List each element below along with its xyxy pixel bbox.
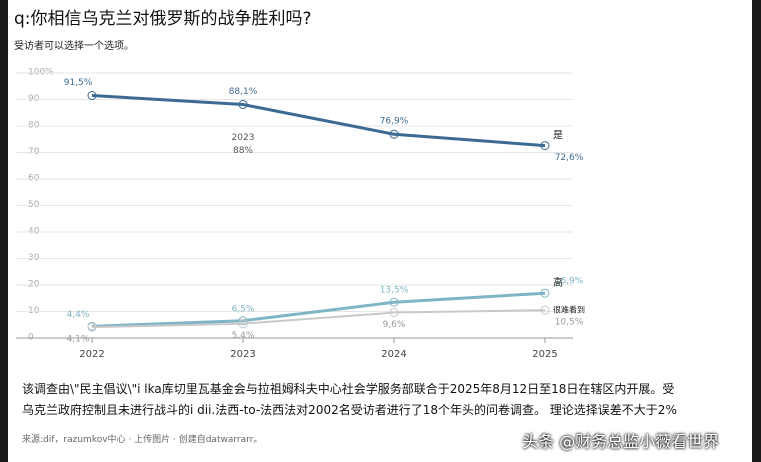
value-label: 16,9% (555, 277, 584, 287)
series-name: 是 (553, 130, 563, 142)
value-label: 13,5% (380, 286, 409, 296)
source: 来源:dif，razumkov中心 · 上传图片 · 创建自datwarrarr… (22, 435, 263, 445)
chart: q:你相信乌克兰对俄罗斯的战争胜利吗? 受访者可以选择一个选项。 0102030… (14, 9, 585, 360)
x-tick-label: 2025 (532, 349, 557, 360)
chart-subtitle: 受访者可以选择一个选项。 (14, 39, 134, 52)
value-label: 76,9% (380, 117, 409, 127)
point (238, 316, 248, 326)
x-tick-label: 2024 (381, 349, 406, 360)
series-line (91, 309, 546, 329)
point (238, 319, 248, 329)
value-label: 91,5% (64, 78, 93, 88)
value-label: 10,5% (555, 318, 584, 328)
x-tick-label: 2022 (79, 349, 104, 360)
value-label: 88,1% (229, 87, 258, 97)
value-label: 4,1% (67, 335, 90, 345)
chart-title: q:你相信乌克兰对俄罗斯的战争胜利吗? (14, 9, 312, 29)
annotation: 2023 (232, 133, 255, 143)
point (540, 141, 550, 151)
x-tick-label: 2023 (230, 349, 255, 360)
point (87, 322, 97, 332)
value-label: 72,6% (555, 153, 584, 163)
footnote: 乌克兰政府控制且未进行战斗的i dii.法西-to-法西法对2002名受访者进行… (22, 403, 677, 417)
point (389, 308, 399, 318)
point (87, 91, 97, 101)
point (389, 129, 399, 139)
value-label: 6,5% (232, 304, 255, 314)
point (238, 100, 248, 110)
value-label: 5,4% (232, 331, 255, 341)
series-line (91, 291, 546, 328)
point (540, 288, 550, 298)
annotation: 88% (233, 146, 253, 156)
series-name: 很难看到 (553, 305, 585, 315)
series-line (91, 94, 546, 148)
point (540, 305, 550, 315)
point (389, 297, 399, 307)
watermark: 头条 @财务总监小薇看世界 (522, 432, 720, 451)
value-label: 4,4% (67, 310, 90, 320)
panel: q:你相信乌克兰对俄罗斯的战争胜利吗? 受访者可以选择一个选项。 0102030… (8, 0, 752, 462)
value-label: 9,6% (383, 320, 406, 330)
footnote: 该调查由\"民主倡议\"i lka库切里瓦基金会与拉祖姆科夫中心社会学服务部联合… (22, 382, 675, 396)
series-name: 高 (553, 276, 563, 289)
